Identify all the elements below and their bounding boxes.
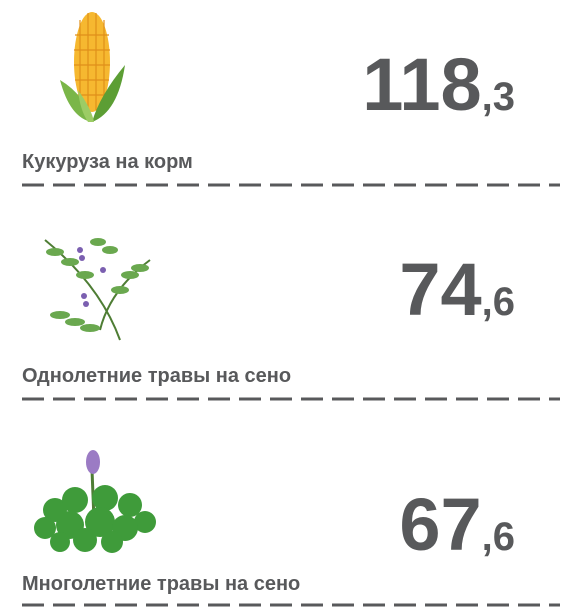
value-fraction: ,6: [482, 280, 515, 324]
value: 118,3: [362, 43, 515, 126]
clover-icon: [34, 450, 156, 553]
vetch-icon: [45, 238, 150, 340]
item-label: Многолетние травы на сено: [22, 573, 300, 595]
value: 67,6: [399, 483, 515, 566]
value-whole: 74: [399, 248, 481, 331]
infographic: 118,3 Кукуруза на корм 74,6 Однолетние т…: [0, 0, 565, 607]
value-fraction: ,3: [482, 75, 515, 119]
item-label: Однолетние травы на сено: [22, 365, 291, 387]
value: 74,6: [399, 248, 515, 331]
value-whole: 67: [399, 483, 481, 566]
value-whole: 118: [362, 43, 481, 126]
item-label: Кукуруза на корм: [22, 151, 193, 173]
value-fraction: ,6: [482, 515, 515, 559]
corn-icon: [60, 12, 125, 122]
